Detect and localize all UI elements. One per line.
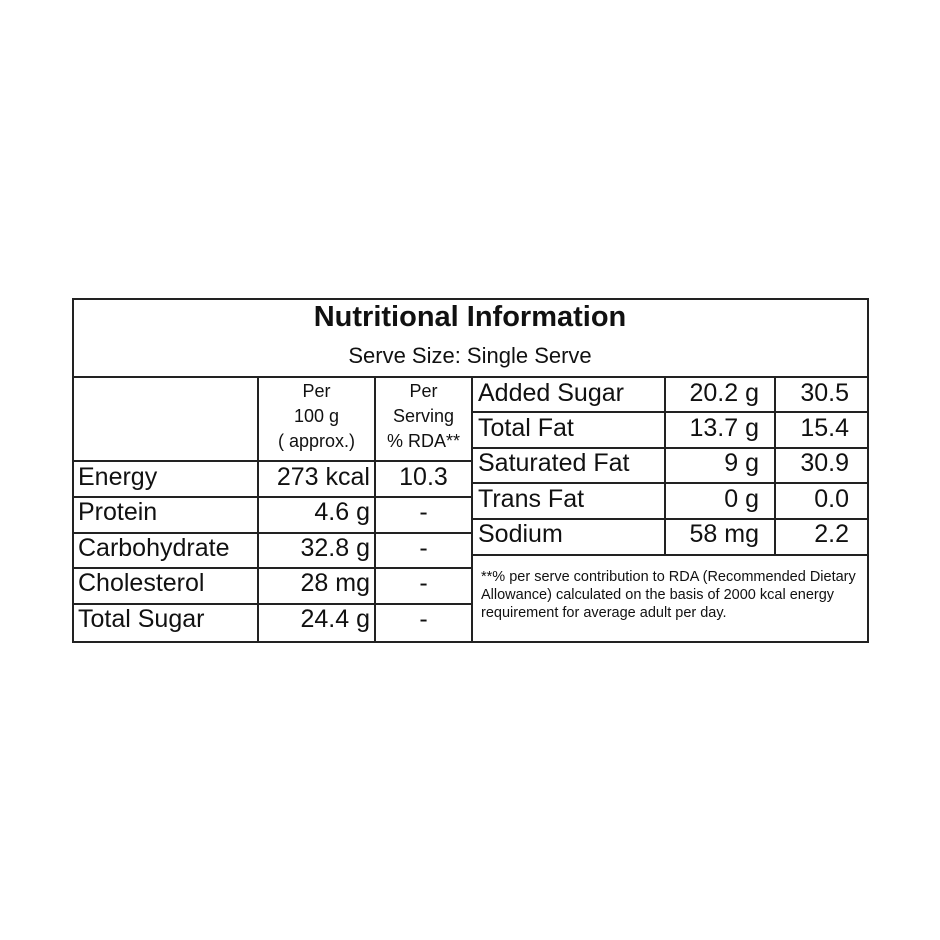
divider	[472, 518, 867, 520]
divider	[72, 567, 472, 569]
nutrient-name: Sodium	[478, 520, 563, 548]
header-line: % RDA**	[386, 431, 461, 451]
divider	[472, 411, 867, 413]
nutrient-name: Trans Fat	[478, 485, 585, 513]
rda-value: -	[419, 569, 428, 597]
divider	[72, 376, 867, 378]
divider	[72, 460, 472, 462]
nutrient-name: Added Sugar	[478, 379, 624, 407]
divider	[374, 377, 376, 641]
rda-value: 10.3	[399, 463, 448, 491]
rda-value: -	[419, 534, 428, 562]
per-100g-value: 32.8 g	[300, 534, 370, 562]
header-per-100g: Per 100 g ( approx.)	[258, 380, 375, 452]
divider	[774, 377, 776, 555]
per-100g-value: 28 mg	[300, 569, 370, 597]
rda-value: 30.9	[800, 449, 849, 477]
header-line: 100 g	[293, 406, 340, 426]
rda-value: 15.4	[800, 414, 849, 442]
divider	[471, 377, 473, 641]
nutrition-table	[72, 298, 869, 643]
divider	[472, 554, 867, 556]
nutrient-name: Total Fat	[478, 414, 574, 442]
divider	[72, 603, 472, 605]
divider	[472, 482, 867, 484]
rda-value: 2.2	[814, 520, 849, 548]
divider	[472, 447, 867, 449]
nutrient-name: Saturated Fat	[478, 449, 630, 477]
header-line: Per	[409, 381, 438, 401]
serve-size: Serve Size: Single Serve	[348, 343, 592, 368]
nutrient-name: Carbohydrate	[78, 534, 230, 562]
per-100g-value: 0 g	[724, 485, 759, 513]
nutrient-name: Cholesterol	[78, 569, 205, 597]
divider	[72, 532, 472, 534]
table-title: Nutritional Information	[313, 301, 627, 333]
nutrient-name: Total Sugar	[78, 605, 205, 633]
per-100g-value: 20.2 g	[689, 379, 759, 407]
rda-value: 0.0	[814, 485, 849, 513]
header-line: Serving	[392, 406, 455, 426]
divider	[72, 496, 472, 498]
header-per-serving: Per Serving % RDA**	[375, 380, 472, 452]
per-100g-value: 4.6 g	[314, 498, 370, 526]
per-100g-value: 24.4 g	[300, 605, 370, 633]
rda-value: 30.5	[800, 379, 849, 407]
header-line: Per	[302, 381, 331, 401]
per-100g-value: 13.7 g	[689, 414, 759, 442]
header-line: ( approx.)	[277, 431, 356, 451]
per-100g-value: 58 mg	[689, 520, 759, 548]
per-100g-value: 9 g	[724, 449, 759, 477]
nutrient-name: Protein	[78, 498, 158, 526]
rda-value: -	[419, 605, 428, 633]
per-100g-value: 273 kcal	[276, 463, 370, 491]
nutrient-name: Energy	[78, 463, 158, 491]
rda-value: -	[419, 498, 428, 526]
rda-footnote: **% per serve contribution to RDA (Recom…	[481, 569, 856, 621]
divider	[664, 377, 666, 555]
divider	[257, 377, 259, 641]
